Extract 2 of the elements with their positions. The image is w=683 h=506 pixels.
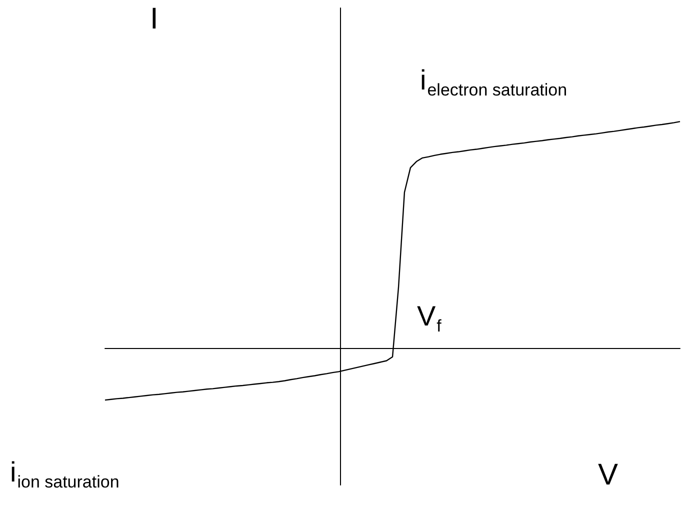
x-axis-title: V: [598, 458, 618, 492]
y-axis-title: I: [150, 2, 158, 36]
